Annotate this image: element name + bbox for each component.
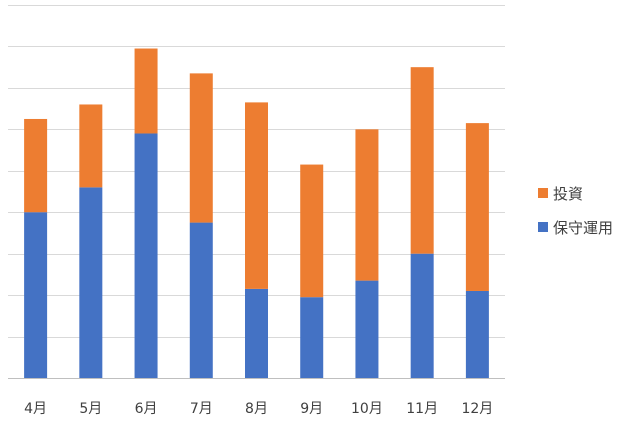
- x-axis: 4月 5月 6月 7月 8月 9月 10月 11月 12月: [8, 378, 505, 417]
- bar-segment-maintenance-7: [355, 280, 379, 378]
- bar-segment-investment-1: [24, 118, 48, 213]
- bar-segment-investment-9: [465, 123, 489, 291]
- bar-segment-maintenance-5: [245, 288, 268, 378]
- bar-segment-maintenance-8: [410, 253, 434, 378]
- x-tick-label: 6月: [135, 401, 158, 417]
- x-tick-label: 8月: [245, 401, 268, 417]
- x-tick-label: 12月: [461, 401, 493, 417]
- x-tick-label: 5月: [79, 401, 102, 417]
- bar-segment-investment-4: [189, 73, 213, 223]
- legend-label: 投資: [553, 185, 583, 203]
- bars: [24, 48, 489, 378]
- bar-segment-investment-8: [410, 67, 434, 254]
- legend-label: 保守運用: [553, 219, 613, 237]
- legend-swatch: [538, 222, 548, 232]
- legend-swatch: [538, 188, 548, 198]
- bar-segment-investment-3: [134, 48, 158, 134]
- x-tick-label: 10月: [351, 401, 383, 417]
- x-tick-label: 9月: [300, 401, 323, 417]
- bar-segment-investment-7: [355, 129, 379, 281]
- bar-segment-maintenance-1: [24, 212, 48, 378]
- x-tick-label: 11月: [406, 401, 438, 417]
- x-tick-label: 4月: [24, 401, 47, 417]
- bar-segment-maintenance-4: [189, 222, 213, 378]
- x-tick-label: 7月: [190, 401, 213, 417]
- bar-segment-maintenance-9: [465, 290, 489, 378]
- bar-segment-maintenance-2: [79, 187, 103, 378]
- bar-segment-maintenance-3: [134, 133, 158, 378]
- bar-segment-investment-2: [79, 104, 103, 188]
- bar-segment-investment-6: [300, 164, 324, 298]
- bar-segment-maintenance-6: [300, 297, 324, 378]
- bar-segment-investment-5: [245, 102, 268, 289]
